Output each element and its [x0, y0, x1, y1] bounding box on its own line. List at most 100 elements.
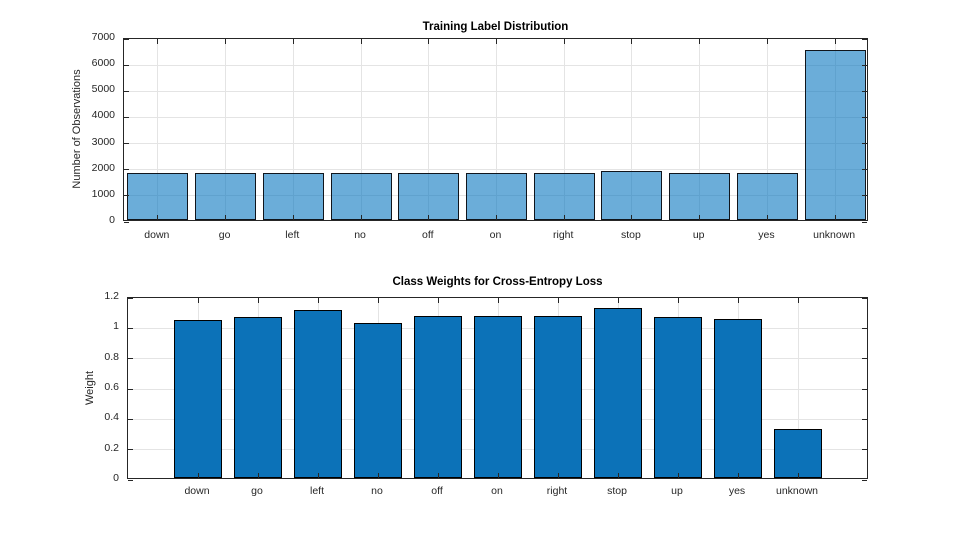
y-tick-label: 1000 [91, 187, 115, 200]
y-tick-mark [862, 64, 867, 66]
gridline-vertical [225, 39, 227, 220]
x-tick-mark [292, 39, 294, 44]
y-tick-mark [124, 195, 129, 197]
x-tick-label: right [546, 485, 568, 497]
y-tick-mark [128, 449, 133, 451]
bar-off [414, 315, 462, 478]
x-tick-mark [437, 298, 439, 303]
y-tick-label: 0 [113, 472, 119, 484]
y-tick-mark [862, 90, 867, 92]
bar-stop [601, 171, 663, 220]
x-tick-mark [197, 473, 199, 478]
x-tick-label: unknown [775, 485, 819, 497]
x-tick-mark [563, 39, 565, 44]
y-tick-label: 0.8 [104, 350, 119, 363]
y-tick-mark [128, 418, 133, 420]
x-tick-mark [631, 215, 633, 220]
x-tick-mark [377, 473, 379, 478]
x-tick-mark [631, 39, 633, 44]
gridline-vertical [563, 39, 565, 220]
x-tick-mark [563, 215, 565, 220]
gridline-vertical [797, 298, 799, 478]
x-tick-mark [317, 473, 319, 478]
y-tick-mark [128, 479, 133, 481]
gridline-horizontal [124, 116, 867, 118]
x-tick-mark [428, 39, 430, 44]
gridline-vertical [631, 39, 633, 220]
gridline-horizontal [124, 64, 867, 66]
bar-go [195, 173, 257, 220]
y-tick-mark [124, 143, 129, 145]
y-tick-mark [862, 221, 867, 223]
x-tick-mark [699, 39, 701, 44]
y-tick-label: 0.4 [104, 411, 119, 424]
bar-right [533, 173, 595, 220]
y-tick-mark [862, 38, 867, 40]
x-tick-label: no [354, 229, 366, 241]
chart1-y-axis-label: Number of Observations [71, 69, 83, 189]
y-tick-label: 4000 [91, 109, 115, 122]
gridline-vertical [292, 39, 294, 220]
y-tick-mark [124, 221, 129, 223]
gridline-horizontal [124, 169, 867, 171]
bar-yes [714, 318, 762, 478]
bar-right [534, 315, 582, 478]
y-tick-label: 5000 [91, 83, 115, 96]
x-tick-label: on [491, 485, 503, 497]
y-tick-mark [862, 143, 867, 145]
bar-no [330, 173, 392, 220]
x-tick-mark [292, 215, 294, 220]
bar-up [669, 173, 731, 220]
x-tick-label: yes [728, 485, 746, 497]
y-tick-mark [862, 327, 867, 329]
y-tick-mark [128, 388, 133, 390]
x-tick-label: down [144, 229, 170, 241]
y-tick-label: 0.6 [104, 381, 119, 393]
y-tick-mark [862, 418, 867, 420]
chart2-title: Class Weights for Cross-Entropy Loss [392, 276, 603, 288]
x-tick-label: down [184, 485, 210, 497]
x-tick-label: stop [621, 229, 641, 241]
x-tick-mark [557, 473, 559, 478]
bar-on [466, 173, 527, 220]
y-tick-mark [862, 169, 867, 171]
y-tick-mark [128, 297, 133, 299]
y-tick-label: 2000 [91, 161, 115, 174]
x-tick-mark [797, 298, 799, 303]
x-tick-mark [737, 473, 739, 478]
x-tick-label: right [553, 229, 574, 241]
x-tick-mark [699, 215, 701, 220]
gridline-vertical [157, 39, 159, 220]
bar-down [174, 320, 222, 478]
bar-unknown [774, 429, 822, 478]
x-tick-mark [360, 39, 362, 44]
bar-off [398, 173, 460, 220]
x-tick-label: no [371, 485, 383, 497]
x-tick-label: go [251, 485, 263, 497]
x-tick-mark [766, 39, 768, 44]
bar-no [354, 323, 402, 478]
x-tick-mark [257, 298, 259, 303]
y-tick-label: 6000 [91, 57, 115, 70]
y-tick-label: 1 [113, 320, 119, 333]
gridline-vertical [699, 39, 701, 220]
x-tick-mark [797, 473, 799, 478]
x-tick-mark [360, 215, 362, 220]
x-tick-label: off [422, 229, 434, 241]
x-tick-mark [617, 473, 619, 478]
x-tick-mark [317, 298, 319, 303]
gridline-horizontal [124, 143, 867, 145]
x-tick-mark [497, 473, 499, 478]
gridline-horizontal [124, 90, 867, 92]
y-tick-label: 0.2 [104, 441, 119, 454]
y-tick-mark [862, 358, 867, 360]
gridline-vertical [360, 39, 362, 220]
bar-stop [594, 308, 642, 478]
bar-left [294, 309, 342, 478]
x-tick-mark [157, 215, 159, 220]
x-tick-mark [766, 215, 768, 220]
chart1-plot-area [123, 38, 868, 223]
x-tick-mark [225, 39, 227, 44]
y-tick-mark [862, 449, 867, 451]
y-tick-mark [128, 358, 133, 360]
